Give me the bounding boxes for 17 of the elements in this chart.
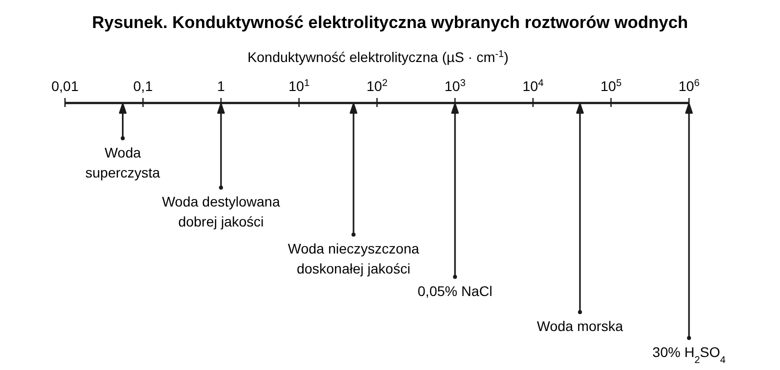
annotation: Woda destylowana dobrej jakości	[162, 194, 280, 230]
annotation: 0,05% NaCl	[418, 282, 492, 299]
x-tick-label: 10$^{4}$	[522, 78, 544, 94]
x-tick-label: 10$^{3}$	[444, 78, 466, 94]
x-tick-label: 10$^{5}$	[600, 78, 622, 94]
x-tick-label: 1	[217, 78, 226, 94]
annotation: Woda superczysta	[85, 144, 160, 180]
annotation: 30% H$_{2}$SO$_{4}$	[652, 344, 726, 366]
x-tick-label: 10$^{1}$	[288, 78, 310, 94]
x-tick-label: 10$^{6}$	[678, 78, 700, 94]
annotation: Woda morska	[536, 318, 624, 334]
x-axis-title: Konduktywność elektrolityczna (µS · cm$^{-1}$)	[247, 48, 509, 65]
chart-title: Rysunek. Konduktywność elektrolityczna wybranych roztworów wodnych	[92, 13, 688, 32]
x-tick-label: 0,01	[51, 78, 79, 94]
annotation: Woda nieczyszczona doskonałej jakości	[288, 240, 420, 277]
x-tick-label: 0,1	[133, 78, 153, 94]
x-tick-label: 10$^{2}$	[366, 78, 388, 94]
